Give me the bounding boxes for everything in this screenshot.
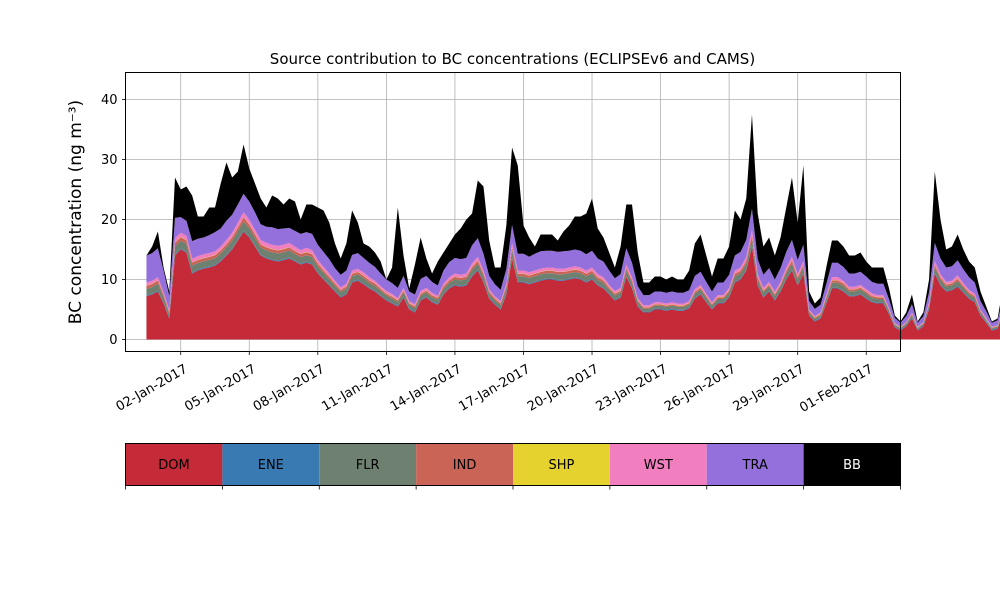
legend-label-ene: ENE xyxy=(258,458,284,473)
x-tick-label: 20-Jan-2017 xyxy=(525,362,602,415)
legend-swatch-wst xyxy=(609,443,707,486)
legend-swatch-ind xyxy=(416,443,513,486)
legend-label-tra: TRA xyxy=(742,458,768,473)
y-tick-label: 40 xyxy=(101,93,118,108)
x-tick-label: 08-Jan-2017 xyxy=(251,362,328,415)
legend-label-flr: FLR xyxy=(356,458,380,473)
area-series-flr xyxy=(146,221,1000,330)
legend-frame xyxy=(125,443,901,486)
legend-swatch-shp xyxy=(513,443,610,486)
ytick-layer: 0 10 20 30 40 xyxy=(101,93,126,348)
x-tick-label: 01-Feb-2017 xyxy=(797,362,876,416)
y-tick-label: 0 xyxy=(109,333,117,348)
x-tick-label: 23-Jan-2017 xyxy=(594,362,671,415)
legend-swatch-dom xyxy=(125,443,223,486)
chart-title: Source contribution to BC concentrations… xyxy=(270,50,755,68)
x-tick-label: 05-Jan-2017 xyxy=(182,362,259,415)
legend-swatch-flr xyxy=(319,443,417,486)
legend-label-wst: WST xyxy=(644,458,673,473)
y-tick-label: 30 xyxy=(101,153,118,168)
x-tick-label: 11-Jan-2017 xyxy=(319,362,396,415)
x-tick-label: 14-Jan-2017 xyxy=(388,362,465,415)
x-tick-label: 26-Jan-2017 xyxy=(662,362,739,415)
plot-frame xyxy=(125,72,901,352)
legend-label-dom: DOM xyxy=(158,458,189,473)
y-tick-label: 20 xyxy=(101,213,118,228)
xtick-layer: 02-Jan-201705-Jan-201708-Jan-201711-Jan-… xyxy=(114,351,876,416)
legend-label-ind: IND xyxy=(453,458,477,473)
area-series-tra xyxy=(146,193,1000,327)
x-tick-label: 17-Jan-2017 xyxy=(456,362,533,415)
y-tick-label: 10 xyxy=(101,273,118,288)
x-tick-label: 29-Jan-2017 xyxy=(731,362,808,415)
legend-swatch-ene xyxy=(222,443,320,486)
legend-label-shp: SHP xyxy=(549,458,575,473)
legend-bar: DOM ENE FLR IND SHP WST TRA BB xyxy=(125,443,901,490)
area-series-bb xyxy=(146,114,1000,323)
area-series-dom xyxy=(146,231,1000,340)
legend-label-bb: BB xyxy=(843,458,861,473)
legend-swatch-tra xyxy=(706,443,804,486)
y-axis-label: BC concentration (ng m⁻³) xyxy=(66,100,86,324)
area-layer xyxy=(146,114,1000,340)
x-tick-label: 02-Jan-2017 xyxy=(114,362,191,415)
legend-swatch-bb xyxy=(803,443,901,486)
